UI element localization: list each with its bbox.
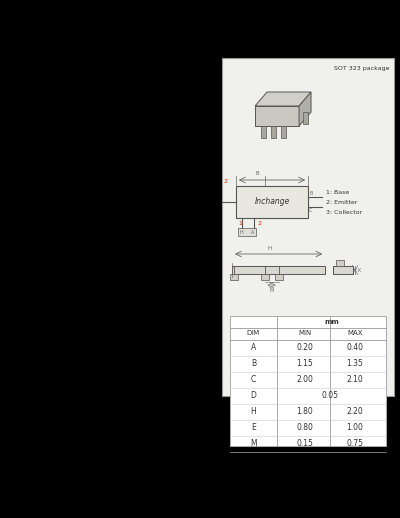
Bar — [230, 274, 238, 280]
Text: E: E — [251, 424, 256, 433]
Bar — [280, 126, 286, 138]
Bar — [238, 228, 256, 236]
Bar — [302, 112, 308, 124]
Text: 2.20: 2.20 — [346, 408, 363, 416]
Bar — [230, 316, 386, 446]
Text: H: H — [240, 230, 244, 235]
Text: DIM: DIM — [247, 330, 260, 336]
Bar — [236, 186, 308, 218]
Text: 1.35: 1.35 — [346, 359, 363, 368]
Text: 1.00: 1.00 — [346, 424, 363, 433]
Bar — [275, 274, 282, 280]
Text: B: B — [256, 171, 260, 176]
Text: 2.10: 2.10 — [346, 376, 363, 384]
Text: 2.00: 2.00 — [296, 376, 313, 384]
Bar — [261, 274, 269, 280]
Bar — [333, 266, 353, 274]
Text: D: D — [250, 392, 256, 400]
Text: C: C — [251, 376, 256, 384]
Text: 2: Emitter: 2: Emitter — [326, 200, 357, 205]
Text: Inchange: Inchange — [254, 197, 290, 207]
Bar — [232, 266, 325, 274]
Text: 0.15: 0.15 — [296, 439, 313, 449]
Text: MIN: MIN — [298, 330, 312, 336]
Text: 2: 2 — [258, 221, 262, 226]
Text: MAX: MAX — [347, 330, 362, 336]
Bar — [336, 260, 344, 266]
Polygon shape — [255, 106, 299, 126]
Polygon shape — [255, 92, 311, 106]
Text: 1: Base: 1: Base — [326, 190, 349, 195]
Text: 1.15: 1.15 — [296, 359, 313, 368]
Text: 1: 1 — [238, 221, 242, 226]
Bar — [270, 126, 276, 138]
Text: B: B — [309, 191, 312, 196]
Text: M: M — [250, 439, 257, 449]
Text: SOT 323 package: SOT 323 package — [334, 66, 390, 71]
Text: 0.80: 0.80 — [296, 424, 313, 433]
Text: 0.75: 0.75 — [346, 439, 363, 449]
Text: C: C — [309, 208, 312, 213]
Text: M: M — [270, 288, 274, 293]
Text: mm: mm — [324, 319, 339, 325]
Text: K: K — [357, 267, 360, 272]
Text: H: H — [267, 246, 271, 251]
Bar — [260, 126, 266, 138]
Text: 2: 2 — [224, 179, 228, 184]
Text: 3: Collector: 3: Collector — [326, 210, 362, 215]
Text: A: A — [251, 343, 256, 353]
Text: 0.20: 0.20 — [296, 343, 313, 353]
Text: H: H — [250, 408, 256, 416]
Text: 1.80: 1.80 — [296, 408, 313, 416]
Text: 0.05: 0.05 — [321, 392, 338, 400]
Polygon shape — [299, 92, 311, 126]
Bar — [222, 58, 394, 396]
Text: 0.40: 0.40 — [346, 343, 363, 353]
Text: A: A — [251, 230, 254, 235]
Text: B: B — [251, 359, 256, 368]
